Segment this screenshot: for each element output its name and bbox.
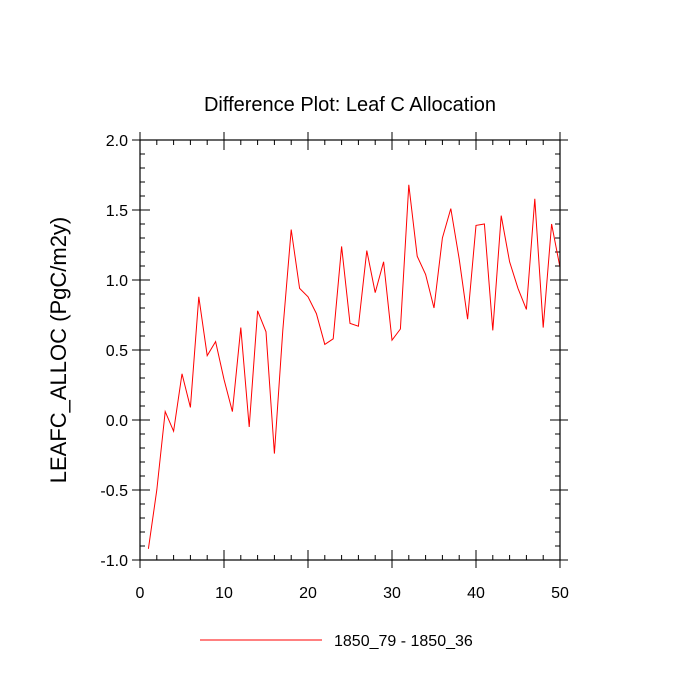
axis-ticks: 0 10 20 30 40 50 -1.0 -0.5 0.0 0.5 1.0 1.5 2.0 (100, 132, 569, 602)
series-line-0 (147, 184, 561, 549)
legend: 1850_79 - 1850_36 (200, 633, 473, 650)
y-tick-label: -0.5 (100, 483, 128, 500)
x-tick-label: 10 (215, 585, 233, 602)
x-tick-label: 40 (467, 585, 485, 602)
y-tick-label: 0.0 (106, 413, 128, 430)
y-tick-label: 1.0 (106, 273, 128, 290)
y-tick-label: -1.0 (100, 553, 128, 570)
x-tick-label: 30 (383, 585, 401, 602)
legend-label: 1850_79 - 1850_36 (334, 633, 473, 650)
x-tick-label: 0 (136, 585, 145, 602)
y-tick-label: 0.5 (106, 343, 128, 360)
plot-area (147, 184, 561, 549)
plot-frame (139, 139, 561, 561)
y-axis-label: LEAFC_ALLOC (PgC/m2y) (46, 217, 71, 484)
y-tick-label: 2.0 (106, 133, 128, 150)
y-tick-label: 1.5 (106, 203, 128, 220)
x-tick-label: 50 (551, 585, 569, 602)
x-tick-label: 20 (299, 585, 317, 602)
chart-title: Difference Plot: Leaf C Allocation (204, 94, 496, 116)
